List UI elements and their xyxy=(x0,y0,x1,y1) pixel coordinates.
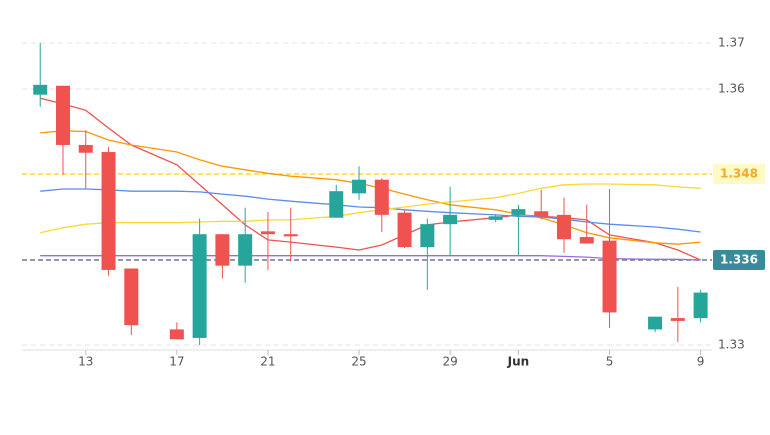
candle-body xyxy=(420,224,435,248)
y-tick-label: 1.37 xyxy=(718,36,745,50)
x-tick-label: 29 xyxy=(442,355,457,369)
candle-body xyxy=(579,237,594,244)
candle-body xyxy=(238,234,253,266)
candle-body xyxy=(534,211,549,217)
price-label-box xyxy=(713,164,765,184)
candle-body xyxy=(260,231,275,235)
price-label: 1.348 xyxy=(720,167,758,181)
candle-body xyxy=(192,234,207,338)
ma-line xyxy=(40,188,701,233)
candle-body xyxy=(78,144,93,153)
y-tick-label: 1.36 xyxy=(718,82,745,96)
candle-body xyxy=(443,214,458,225)
x-tick-label: 17 xyxy=(169,355,184,369)
x-tick-label: 13 xyxy=(78,355,93,369)
candle-body xyxy=(648,316,663,330)
candle-body xyxy=(329,191,344,218)
x-tick-label: 25 xyxy=(351,355,366,369)
candle-body xyxy=(215,234,230,266)
price-label: 1.336 xyxy=(720,253,758,267)
candle-body xyxy=(488,216,503,220)
x-tick-label: 5 xyxy=(606,355,614,369)
candle-body xyxy=(602,240,617,313)
candle-body xyxy=(352,179,367,194)
candle-body xyxy=(397,212,412,248)
x-tick-label: 21 xyxy=(260,355,275,369)
candle-body xyxy=(670,318,685,321)
candle-body xyxy=(33,84,48,95)
ma-line xyxy=(40,183,701,234)
ma-line xyxy=(40,130,701,245)
candle-body xyxy=(101,152,116,270)
x-tick-label: 9 xyxy=(697,355,705,369)
candle-body xyxy=(124,268,139,326)
x-tick-label: Jun xyxy=(507,355,530,369)
price-label-box xyxy=(713,250,765,270)
candle-body xyxy=(283,234,298,237)
candle-body xyxy=(374,179,389,215)
y-tick-label: 1.33 xyxy=(718,338,745,352)
candle-body xyxy=(169,329,184,340)
candle-body xyxy=(511,209,526,215)
candle-body xyxy=(556,214,571,240)
ma-line xyxy=(40,255,701,261)
candle-body xyxy=(693,292,708,319)
candle-body xyxy=(55,85,70,145)
ma-line xyxy=(40,97,701,261)
